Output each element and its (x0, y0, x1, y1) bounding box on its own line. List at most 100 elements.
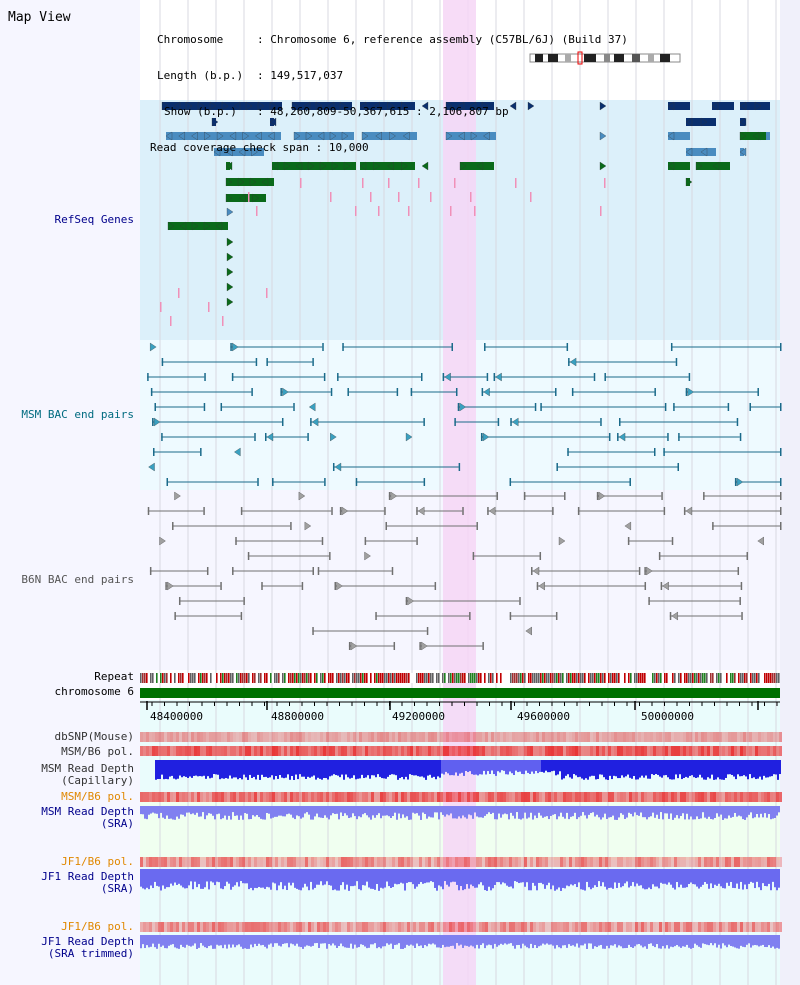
jf1-sra-depth-bar (522, 869, 524, 883)
msm-capillary-depth-bar (703, 760, 705, 780)
jf1-sra-depth-bar (154, 869, 156, 882)
repeat-mark (276, 673, 278, 683)
msm-b6-pol-sra-heat-cell (638, 792, 641, 802)
msm-sra-depth-bar (334, 806, 336, 815)
msm-capillary-depth-bar (467, 760, 469, 773)
msm-b6-pol-sra-heat-cell (179, 792, 182, 802)
msm-sra-depth-bar (392, 806, 394, 816)
jf1-b6-pol-heat-cell (722, 857, 725, 867)
jf1-sra-depth-bar (546, 869, 548, 886)
msm-sra-depth-bar (712, 806, 714, 820)
jf1-sra-trim-depth-bar (596, 935, 598, 948)
msm-sra-depth-bar (146, 806, 148, 820)
jf1-b6-pol-trim-heat-cell (398, 922, 401, 932)
jf1-sra-depth-bar (330, 869, 332, 886)
jf1-sra-trim-depth-bar (210, 935, 212, 946)
bac-end (388, 492, 391, 500)
msm-b6-pol-heat-cell (551, 746, 554, 756)
jf1-sra-depth-bar (684, 869, 686, 888)
jf1-b6-pol-heat-cell (197, 857, 200, 867)
repeat-mark (182, 673, 184, 683)
msm-capillary-depth-bar (635, 760, 637, 780)
msm-sra-depth-bar (322, 806, 324, 818)
msm-b6-pol-heat-cell (749, 746, 752, 756)
jf1-b6-pol-heat-cell (302, 857, 305, 867)
msm-b6-pol-sra-heat-cell (545, 792, 548, 802)
msm-b6-pol-sra-heat-cell (446, 792, 449, 802)
msm-b6-pol-heat-cell (617, 746, 620, 756)
jf1-sra-trim-depth-bar (192, 935, 194, 946)
jf1-sra-depth-bar (636, 869, 638, 884)
jf1-sra-depth-bar (392, 869, 394, 888)
msm-b6-pol-sra-heat-cell (398, 792, 401, 802)
exon-arrow (736, 477, 744, 487)
repeat-mark (194, 673, 196, 683)
msm-b6-pol-heat-cell (398, 746, 401, 756)
bac-end (423, 478, 426, 486)
dbsnp-heat-cell (407, 732, 410, 742)
bac-end (593, 373, 596, 381)
repeat-mark (456, 673, 458, 683)
msm-capillary-depth-bar (615, 760, 617, 777)
jf1-sra-trim-depth-bar (470, 935, 472, 946)
jf1-sra-depth-bar (350, 869, 352, 887)
jf1-sra-trim-depth-bar (146, 935, 148, 946)
msm-b6-pol-label-1: MSM/B6 pol. (61, 745, 134, 758)
jf1-sra-trim-depth-bar (778, 935, 780, 949)
jf1-b6-pol-trim-heat-cell (548, 922, 551, 932)
jf1-b6-pol-heat-cell (701, 857, 704, 867)
repeat-mark (652, 673, 654, 683)
bac-end (746, 552, 749, 560)
msm-sra-depth-bar (772, 806, 774, 819)
dbsnp-heat-cell (698, 732, 701, 742)
jf1-b6-pol-trim-heat-cell (347, 922, 350, 932)
b6n-bac-label: B6N BAC end pairs (21, 573, 134, 586)
repeat-mark (510, 673, 512, 683)
msm-b6-pol-sra-heat-cell (302, 792, 305, 802)
jf1-b6-pol-trim-heat-cell (191, 922, 194, 932)
dbsnp-heat-cell (542, 732, 545, 742)
msm-sra-depth-bar (192, 806, 194, 814)
jf1-b6-pol-heat-cell (620, 857, 623, 867)
dbsnp-heat-cell (563, 732, 566, 742)
jf1-sra-trim-depth-bar (196, 935, 198, 949)
jf1-sra-depth-bar (662, 869, 664, 884)
msm-capillary-depth-bar (465, 760, 467, 771)
jf1-sra-depth-bar (664, 869, 666, 884)
msm-b6-pol-heat-cell (548, 746, 551, 756)
exon-arrow (700, 117, 708, 127)
msm-b6-pol-heat-cell (155, 746, 158, 756)
msm-sra-depth-bar (268, 806, 270, 814)
msm-b6-pol-sra-heat-cell (509, 792, 512, 802)
msm-b6-pol-heat-cell (245, 746, 248, 756)
jf1-sra-depth-bar (390, 869, 392, 888)
jf1-sra-depth-bar (614, 869, 616, 883)
msm-capillary-depth-bar (385, 760, 387, 779)
msm-sra-depth-bar (736, 806, 738, 817)
jf1-b6-pol-trim-heat-cell (188, 922, 191, 932)
jf1-sra-trim-depth-bar (720, 935, 722, 949)
msm-b6-pol-sra-heat-cell (500, 792, 503, 802)
msm-capillary-depth-bar (541, 760, 543, 772)
msm-capillary-depth-bar (679, 760, 681, 775)
jf1-sra-trim-depth-bar (752, 935, 754, 946)
msm-sra-depth-bar (470, 806, 472, 816)
exon-arrow (226, 207, 234, 217)
bac-end (571, 388, 574, 396)
exon-arrow (159, 536, 166, 546)
jf1-sra-trim-depth-bar (532, 935, 534, 949)
jf1-b6-pol-trim-heat-cell (401, 922, 404, 932)
length-key: Length (b.p.) (157, 69, 244, 82)
dbsnp-heat-cell (485, 732, 488, 742)
dbsnp-heat-cell (629, 732, 632, 742)
jf1-sra-trim-depth-bar (178, 935, 180, 949)
bac-end (312, 627, 314, 635)
dbsnp-heat-cell (548, 732, 551, 742)
dbsnp-heat-cell (683, 732, 686, 742)
msm-sra-depth-bar (188, 806, 190, 813)
msm-b6-pol-heat-cell (497, 746, 500, 756)
repeat-mark (734, 673, 736, 683)
left-column-bg (0, 100, 140, 340)
msm-read-depth-cap-label-1: MSM Read Depth (41, 762, 134, 775)
